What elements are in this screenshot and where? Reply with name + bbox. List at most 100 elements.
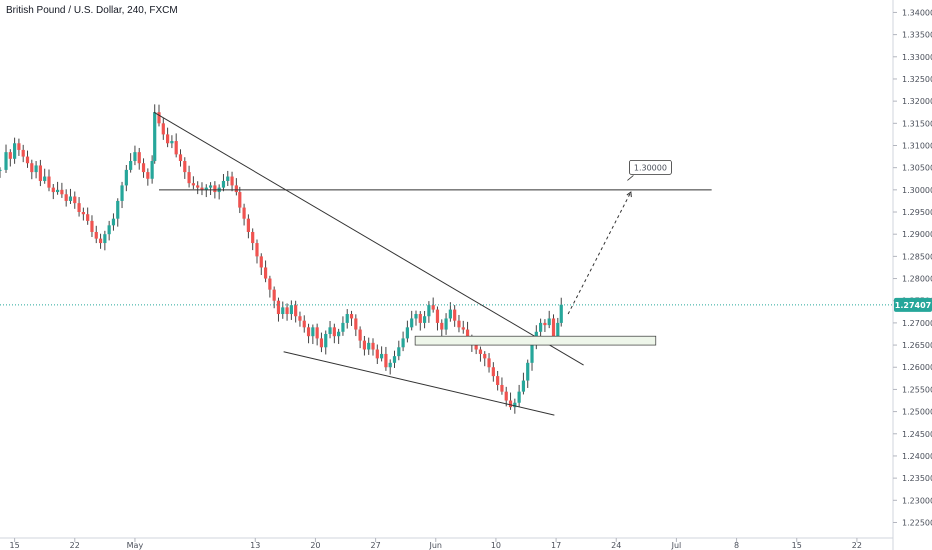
target-callout-box[interactable] [629,160,672,175]
candle-body[interactable] [513,402,517,408]
candle-body[interactable] [263,267,268,279]
support-zone-box[interactable] [414,335,657,346]
candle-body[interactable] [161,123,165,135]
candle-body[interactable] [153,112,157,162]
candle-body[interactable] [21,149,25,157]
candle-body[interactable] [86,214,90,221]
candle-body[interactable] [116,200,120,219]
candle-body[interactable] [354,318,358,330]
candle-body[interactable] [146,172,150,179]
candle-body[interactable] [251,231,255,244]
candle-body[interactable] [410,318,414,328]
candle-body[interactable] [461,327,465,330]
candle-body[interactable] [341,322,345,332]
candle-body[interactable] [43,176,47,181]
candle-body[interactable] [38,165,42,181]
candle-body[interactable] [90,220,94,232]
candle-body[interactable] [380,353,384,359]
candle-body[interactable] [230,176,234,186]
candle-body[interactable] [34,165,38,173]
candle-body[interactable] [8,152,12,159]
candle-body[interactable] [337,331,341,337]
candle-body[interactable] [0,169,2,171]
candle-body[interactable] [457,320,461,328]
candle-body[interactable] [68,196,73,201]
candle-body[interactable] [107,225,111,235]
candle-body[interactable] [392,356,397,363]
candle-body[interactable] [213,185,217,193]
candle-body[interactable] [234,185,238,193]
candle-body[interactable] [238,192,242,208]
candle-body[interactable] [487,358,491,368]
candle-body[interactable] [276,300,281,315]
candle-body[interactable] [77,203,81,213]
candle-body[interactable] [255,243,259,257]
candle-body[interactable] [137,152,141,164]
candle-body[interactable] [349,314,354,319]
candle-body[interactable] [183,161,187,173]
candle-body[interactable] [539,322,543,332]
candle-body[interactable] [556,322,560,337]
candle-body[interactable] [427,305,431,317]
candle-body[interactable] [25,156,30,164]
lower-trendline[interactable] [283,351,555,416]
candle-body[interactable] [397,347,401,357]
candle-body[interactable] [375,349,379,359]
upper-trendline[interactable] [153,111,584,366]
candle-body[interactable] [13,143,17,159]
candle-body[interactable] [298,316,302,321]
candle-body[interactable] [483,353,487,359]
candle-body[interactable] [311,327,315,337]
candle-body[interactable] [51,187,55,193]
candle-body[interactable] [332,327,336,337]
candle-body[interactable] [474,345,478,350]
candle-body[interactable] [73,196,77,204]
candle-body[interactable] [388,362,392,368]
candle-body[interactable] [517,391,521,403]
candle-body[interactable] [328,327,332,334]
candle-body[interactable] [4,152,8,170]
candle-body[interactable] [543,322,547,326]
candle-body[interactable] [422,316,427,323]
candle-body[interactable] [242,207,246,219]
candle-body[interactable] [120,185,124,201]
candle-body[interactable] [187,172,191,184]
candle-body[interactable] [226,176,230,181]
candle-body[interactable] [259,256,263,268]
candle-body[interactable] [371,342,375,350]
candle-body[interactable] [129,161,133,170]
candle-body[interactable] [133,152,137,162]
candle-body[interactable] [418,314,422,323]
candle-body[interactable] [178,154,183,162]
candle-body[interactable] [289,305,293,315]
candle-body[interactable] [302,320,306,328]
candle-body[interactable] [141,163,146,173]
candle-body[interactable] [478,349,483,354]
candle-body[interactable] [530,345,534,363]
candle-body[interactable] [47,176,51,188]
candle-body[interactable] [384,353,388,368]
candle-body[interactable] [440,322,444,330]
candle-body[interactable] [64,194,68,201]
candle-body[interactable] [453,309,457,321]
candle-body[interactable] [491,367,495,377]
candle-body[interactable] [246,218,250,232]
candle-body[interactable] [268,278,272,290]
candle-body[interactable] [435,309,440,323]
candle-body[interactable] [500,384,504,392]
candle-body[interactable] [17,143,21,150]
candle-body[interactable] [315,327,319,339]
candle-body[interactable] [191,183,195,186]
candle-body[interactable] [204,187,208,190]
candle-body[interactable] [358,329,362,341]
candle-body[interactable] [526,362,530,381]
candle-body[interactable] [551,318,556,337]
candle-body[interactable] [319,338,324,348]
candle-body[interactable] [414,314,418,319]
candle-body[interactable] [98,238,103,244]
projection-arrow[interactable] [567,191,632,315]
candle-body[interactable] [81,212,85,215]
symbol-header[interactable]: British Pound / U.S. Dollar, 240, FXCM [6,5,178,16]
candle-body[interactable] [496,376,500,385]
